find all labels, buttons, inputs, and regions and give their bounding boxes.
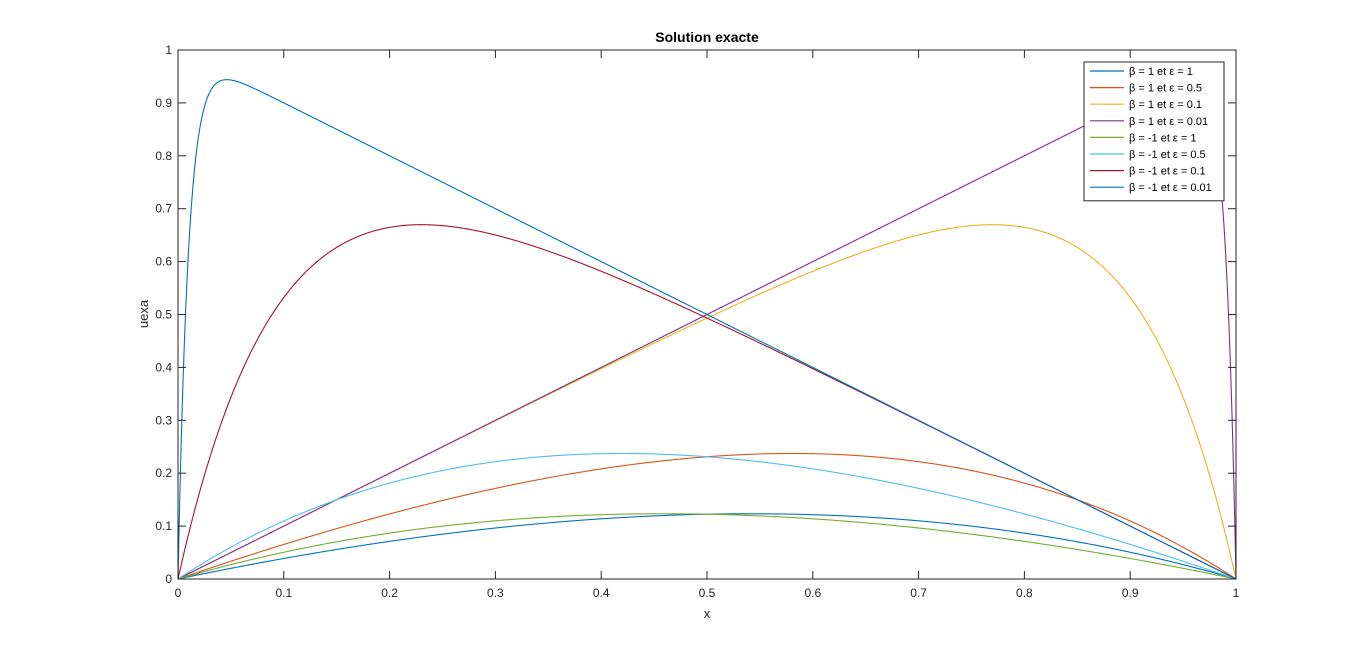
series-line [177,79,1237,580]
x-tick-label: 0.7 [910,586,927,600]
legend-box [1083,61,1225,202]
x-tick-label: 0.2 [381,586,398,600]
x-tick-label: 0.1 [275,586,292,600]
legend-entry: β = 1 et ε = 0.5 [1129,83,1202,95]
y-tick-label: 0.2 [155,466,172,480]
x-tick-label: 0.8 [1016,586,1033,600]
y-axis: 0 0.1 0.2 0.3 0.4 0.5 0.6 0.7 0.8 0.9 1 [155,43,1236,586]
x-tick-label: 0.6 [804,586,821,600]
legend-entry: β = 1 et ε = 0.1 [1129,99,1202,111]
series-line [177,452,1237,580]
y-tick-label: 0.9 [155,96,172,110]
x-tick-label: 0.4 [593,586,610,600]
x-tick-label: 1 [1233,586,1240,600]
y-tick-label: 0.8 [155,149,172,163]
x-tick-label: 0.3 [487,586,504,600]
legend-entry: β = -1 et ε = 0.5 [1129,149,1206,161]
chart-title: Solution exacte [655,29,759,45]
x-tick-label: 0.5 [699,586,716,600]
legend: β = 1 et ε = 1 β = 1 et ε = 0.5 β = 1 et ε… [1083,61,1225,202]
y-tick-label: 0.5 [155,308,172,322]
legend-entry: β = 1 et ε = 1 [1129,66,1193,78]
y-tick-label: 0.4 [155,360,172,374]
series-layer [177,79,1237,580]
y-tick-label: 0.7 [155,202,172,216]
y-axis-label: uexa [136,299,151,328]
series-line [177,513,1237,580]
y-tick-label: 0.1 [155,519,172,533]
y-tick-label: 0.6 [155,255,172,269]
legend-entry: β = 1 et ε = 0.01 [1129,116,1208,128]
x-tick-label: 0.9 [1122,586,1139,600]
legend-entry: β = -1 et ε = 0.1 [1129,166,1206,178]
x-axis-label: x [704,606,711,621]
legend-entry: β = -1 et ε = 1 [1129,132,1197,144]
y-tick-label: 1 [165,43,172,57]
legend-entry: β = -1 et ε = 0.01 [1129,182,1212,194]
x-axis: 0 0.1 0.2 0.3 0.4 0.5 0.6 0.7 0.8 0.9 1 [175,50,1240,600]
y-tick-label: 0.3 [155,413,172,427]
x-tick-label: 0 [175,586,182,600]
y-tick-label: 0 [165,572,172,586]
